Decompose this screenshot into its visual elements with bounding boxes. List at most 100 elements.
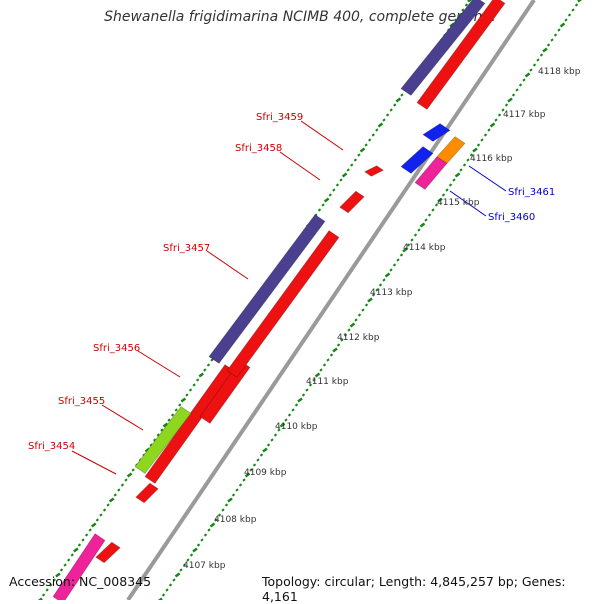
kbp-label: 4116 kbp bbox=[470, 154, 513, 164]
gene-label[interactable]: Sfri_3460 bbox=[488, 212, 535, 223]
tick-mark bbox=[574, 3, 579, 7]
kbp-label: 4114 kbp bbox=[403, 243, 446, 253]
genome-title: Shewanella frigidimarina NCIMB 400, comp… bbox=[104, 9, 496, 25]
tick-mark bbox=[393, 103, 397, 107]
tick-mark bbox=[378, 283, 383, 287]
gene-feature bbox=[436, 136, 466, 164]
tick-mark bbox=[238, 483, 243, 487]
tick-mark bbox=[287, 413, 292, 417]
leader-line bbox=[300, 120, 344, 151]
gene-label[interactable]: Sfri_3459 bbox=[256, 112, 303, 123]
tick-mark bbox=[185, 393, 189, 397]
tick-mark bbox=[217, 513, 222, 517]
tick-mark bbox=[385, 113, 390, 117]
gene-label[interactable]: Sfri_3458 bbox=[235, 143, 282, 154]
kbp-scale-labels: 4107 kbp 4108 kbp 4109 kbp 4110 kbp 4111 kbp… bbox=[183, 67, 581, 571]
gene-feature bbox=[400, 0, 486, 96]
tick-mark bbox=[168, 583, 173, 587]
tick-mark bbox=[522, 78, 526, 82]
tick-mark bbox=[396, 258, 400, 262]
tick-mark bbox=[73, 547, 79, 553]
tick-mark bbox=[284, 418, 288, 422]
gene-label[interactable]: Sfri_3457 bbox=[163, 243, 210, 254]
tick-mark bbox=[359, 147, 366, 153]
tick-mark bbox=[317, 208, 322, 212]
kbp-label: 4117 kbp bbox=[503, 110, 546, 120]
tick-mark bbox=[347, 328, 351, 332]
tick-mark bbox=[350, 163, 354, 167]
tick-mark bbox=[102, 508, 107, 512]
tick-mark bbox=[279, 422, 286, 428]
tick-mark bbox=[235, 488, 239, 492]
leader-line bbox=[71, 450, 117, 475]
tick-mark bbox=[196, 543, 201, 547]
gene-feature bbox=[135, 482, 159, 504]
gene-feature bbox=[422, 123, 451, 142]
tick-mark bbox=[539, 53, 544, 57]
tick-mark bbox=[270, 438, 274, 442]
tick-mark bbox=[156, 433, 160, 437]
tick-mark bbox=[149, 443, 153, 447]
tick-mark bbox=[126, 472, 133, 478]
leader-line bbox=[279, 151, 321, 181]
tick-mark bbox=[389, 268, 393, 272]
tick-mark bbox=[106, 503, 110, 507]
tick-mark bbox=[200, 538, 204, 542]
tick-mark bbox=[571, 8, 575, 12]
gene-feature bbox=[226, 230, 340, 378]
tick-mark bbox=[518, 83, 523, 87]
kbp-label: 4112 kbp bbox=[337, 333, 380, 343]
tick-mark bbox=[437, 197, 443, 203]
tick-mark bbox=[322, 363, 327, 367]
tick-mark bbox=[162, 422, 169, 428]
tick-mark bbox=[480, 138, 484, 142]
gene-label[interactable]: Sfri_3461 bbox=[508, 187, 555, 198]
tick-mark bbox=[339, 178, 343, 182]
tick-mark bbox=[157, 597, 163, 600]
tick-mark bbox=[361, 308, 365, 312]
tick-mark bbox=[497, 113, 502, 117]
tick-mark bbox=[174, 408, 178, 412]
tick-mark bbox=[511, 93, 516, 97]
tick-mark bbox=[328, 193, 332, 197]
tick-mark bbox=[192, 547, 198, 553]
tick-mark bbox=[546, 43, 551, 47]
tick-mark bbox=[395, 97, 402, 103]
tick-mark bbox=[41, 593, 46, 597]
gene-label[interactable]: Sfri_3455 bbox=[58, 396, 105, 407]
tick-mark bbox=[165, 588, 169, 592]
tick-mark bbox=[392, 263, 397, 267]
tick-mark bbox=[349, 322, 356, 328]
tick-mark bbox=[454, 18, 458, 22]
tick-mark bbox=[367, 297, 373, 303]
gene-labels: Sfri_3454 Sfri_3455 Sfri_3456 Sfri_3457 Sfri… bbox=[28, 112, 555, 452]
tick-mark bbox=[117, 488, 121, 492]
tick-mark bbox=[37, 597, 43, 600]
tick-mark bbox=[170, 413, 175, 417]
tick-mark bbox=[364, 303, 369, 307]
tick-mark bbox=[459, 168, 463, 172]
gene-feature bbox=[144, 364, 236, 484]
tick-mark bbox=[489, 122, 496, 128]
gene-label[interactable]: Sfri_3456 bbox=[93, 343, 140, 354]
tick-mark bbox=[161, 593, 166, 597]
tick-mark bbox=[81, 538, 85, 542]
tick-mark bbox=[354, 318, 358, 322]
kbp-label: 4110 kbp bbox=[275, 422, 318, 432]
tick-mark bbox=[209, 522, 216, 528]
tick-mark bbox=[329, 353, 334, 357]
tick-mark bbox=[45, 588, 49, 592]
tick-mark bbox=[402, 247, 408, 253]
tick-mark bbox=[357, 313, 362, 317]
tick-mark bbox=[203, 533, 208, 537]
gene-label[interactable]: Sfri_3454 bbox=[28, 441, 75, 452]
tick-mark bbox=[63, 563, 67, 567]
tick-mark bbox=[577, 0, 583, 3]
sequence-backbone bbox=[126, 0, 536, 600]
tick-mark bbox=[256, 458, 260, 462]
tick-mark bbox=[180, 397, 187, 403]
tick-mark bbox=[553, 33, 558, 37]
tick-mark bbox=[472, 147, 478, 153]
tick-mark bbox=[192, 383, 196, 387]
leader-line bbox=[468, 165, 507, 192]
